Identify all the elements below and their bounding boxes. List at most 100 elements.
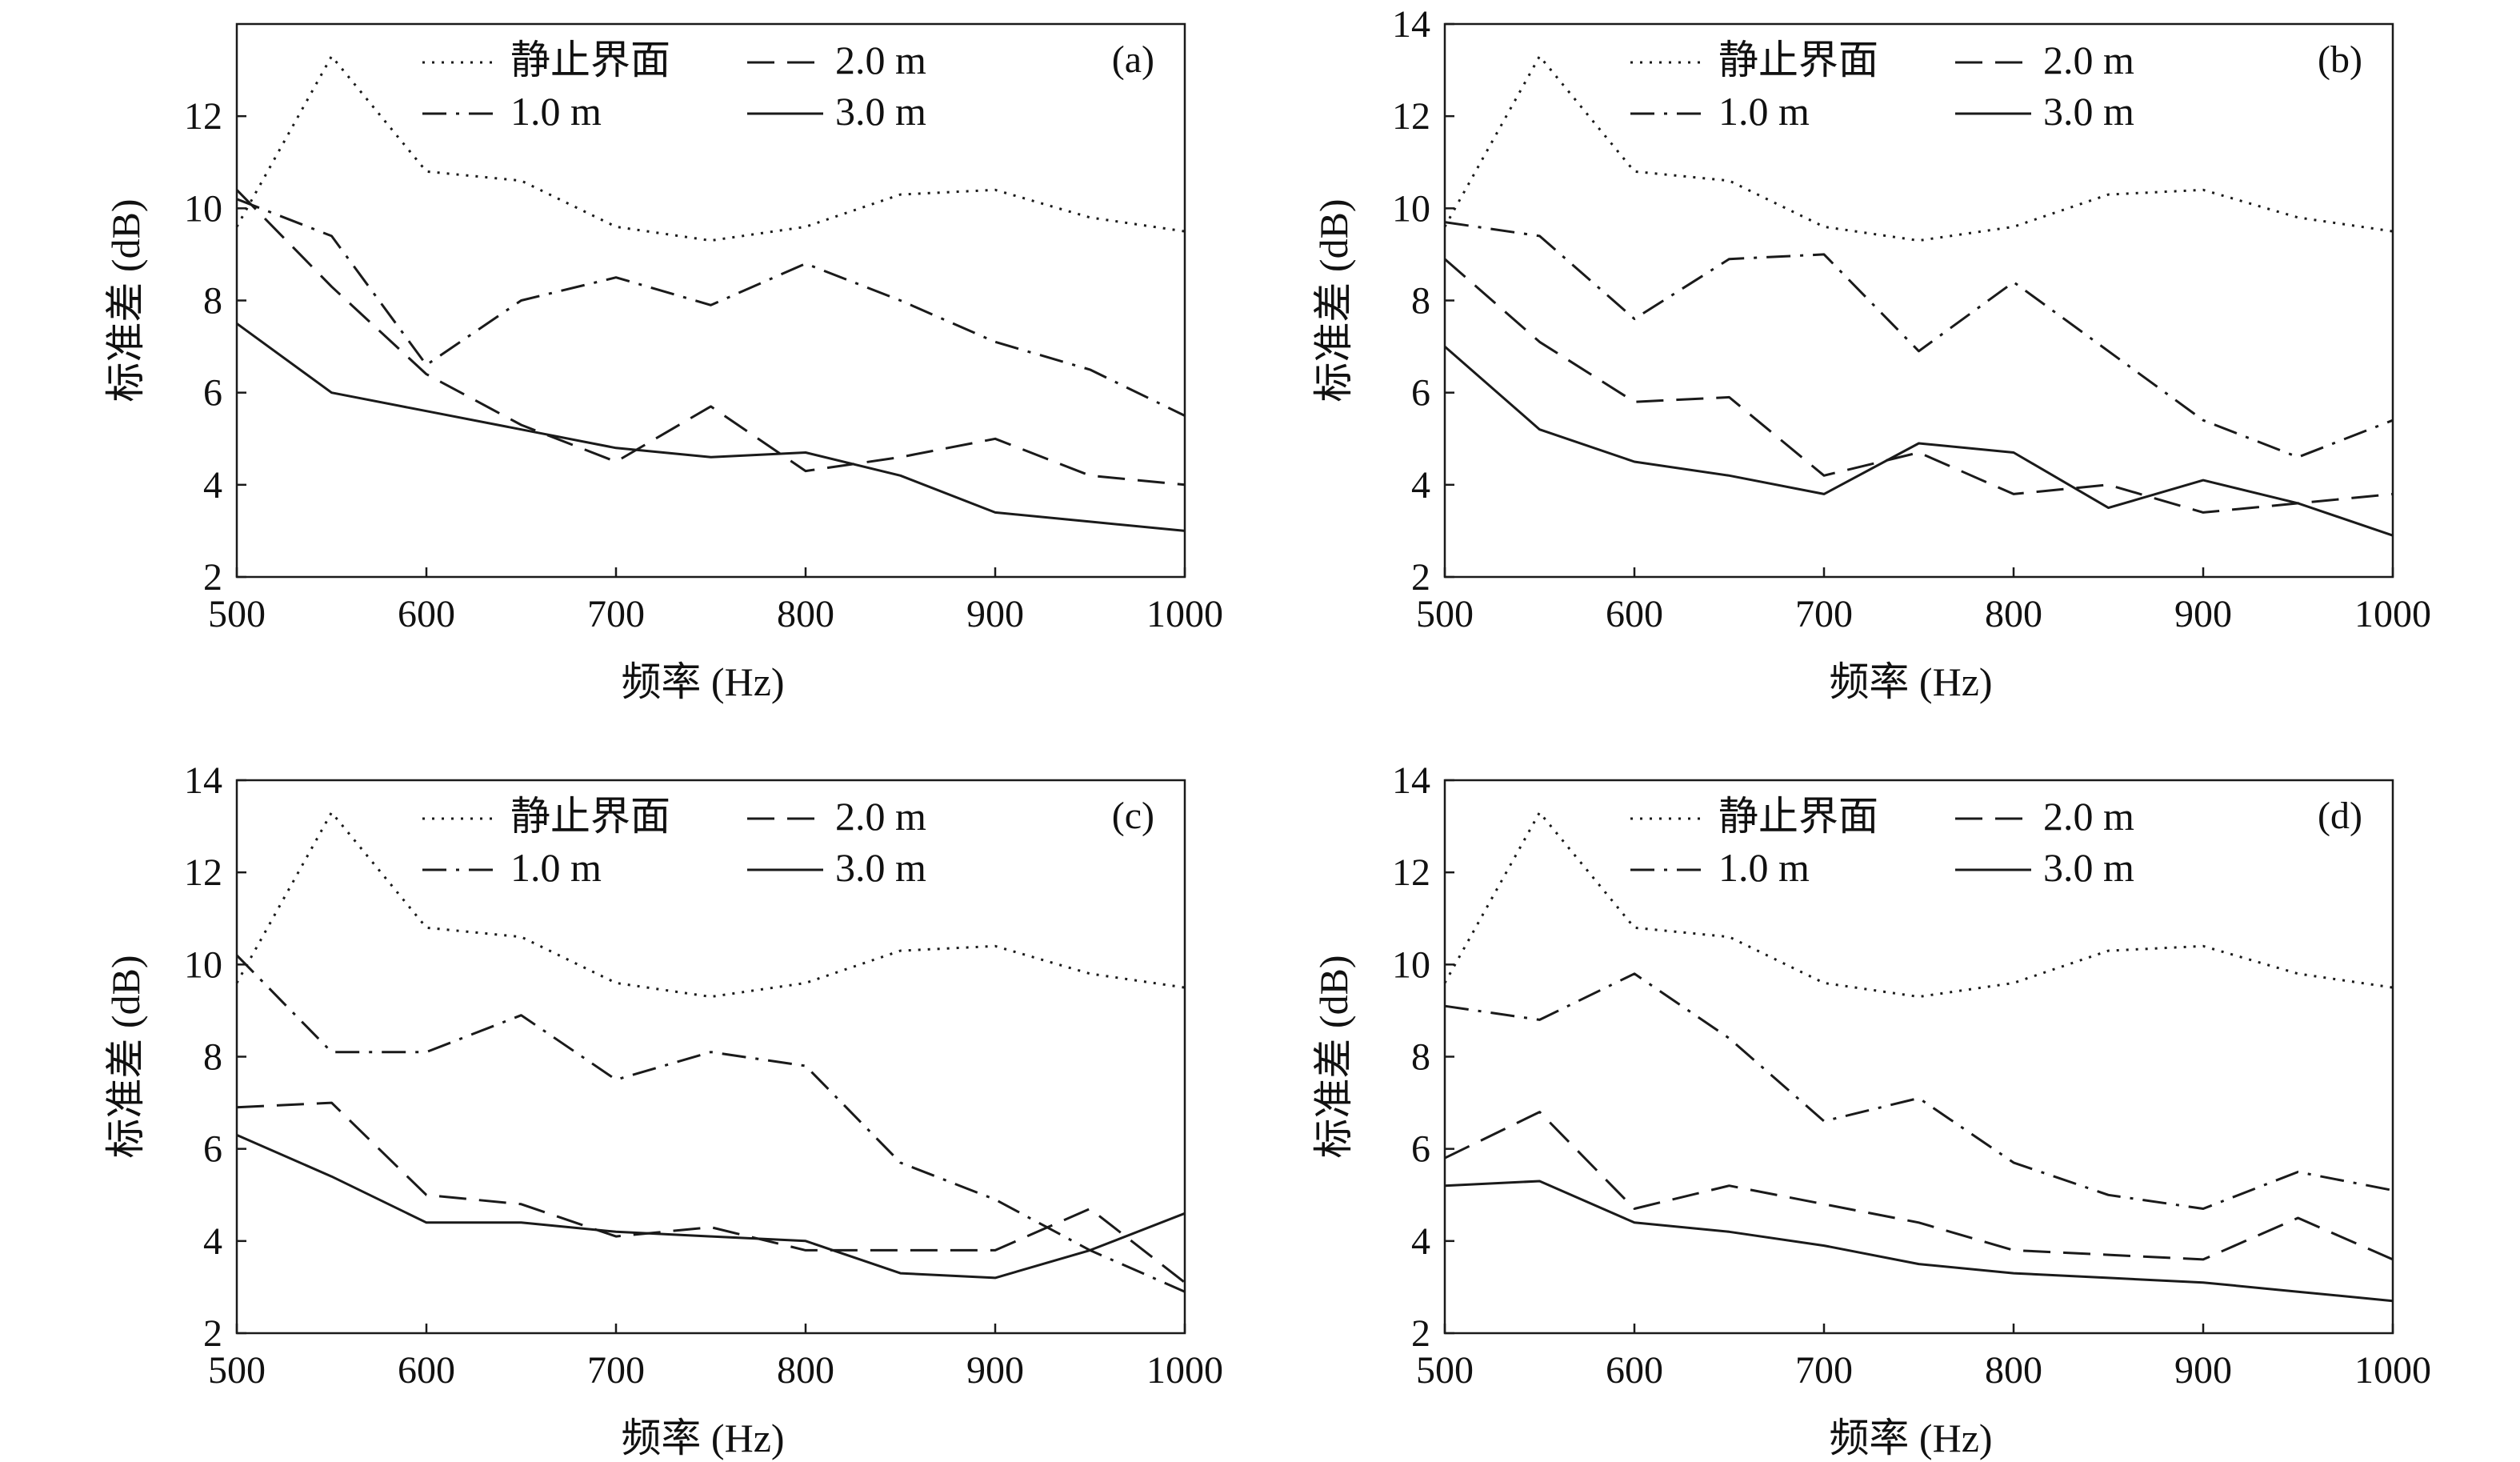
y-axis-label: 标准差 (dB) bbox=[1311, 955, 1356, 1158]
y-tick-label: 6 bbox=[1411, 372, 1430, 415]
y-tick-label: 12 bbox=[1392, 851, 1430, 894]
series-line-dotted bbox=[235, 54, 1186, 242]
panel-label: (a) bbox=[1112, 38, 1154, 81]
x-tick-label: 800 bbox=[1985, 593, 2042, 635]
x-tick-label: 500 bbox=[1416, 1349, 1474, 1392]
y-tick-label: 2 bbox=[203, 1312, 222, 1355]
y-tick-label: 14 bbox=[184, 759, 222, 802]
plot-frame bbox=[235, 22, 1186, 579]
y-tick-label: 14 bbox=[1392, 3, 1430, 46]
legend-label: 1.0 m bbox=[510, 845, 602, 890]
x-tick-label: 900 bbox=[2174, 593, 2232, 635]
panel-b: 500 600 700 800 900 1000 2 4 6 8 10 12 14 频率 (Hz) 标准差 … bbox=[1311, 3, 2431, 704]
y-tick-label: 2 bbox=[203, 556, 222, 599]
panel-label: (c) bbox=[1112, 795, 1154, 837]
x-tick-label: 700 bbox=[1795, 1349, 1853, 1392]
series-line-dotted bbox=[235, 811, 1186, 999]
y-tick-label: 4 bbox=[1411, 464, 1430, 507]
plot-frame bbox=[235, 779, 1186, 1335]
y-tick-label: 10 bbox=[1392, 187, 1430, 230]
series-line-solid bbox=[1444, 345, 2394, 537]
x-tick-label: 600 bbox=[398, 1349, 455, 1392]
y-tick-label: 8 bbox=[1411, 1036, 1430, 1079]
series-line-dotted bbox=[1443, 54, 2394, 242]
y-tick-label: 6 bbox=[203, 372, 222, 415]
x-tick-label: 500 bbox=[1416, 593, 1474, 635]
x-tick-label: 900 bbox=[2174, 1349, 2232, 1392]
series-line-dashed bbox=[1444, 258, 2394, 514]
series-line-dashed bbox=[236, 1101, 1186, 1284]
legend-label: 静止界面 bbox=[1718, 794, 1878, 839]
y-tick-label: 12 bbox=[184, 851, 222, 894]
y-tick-label: 10 bbox=[1392, 943, 1430, 986]
legend-label: 静止界面 bbox=[510, 38, 670, 82]
series-line-solid bbox=[236, 322, 1186, 532]
x-tick-label: 1000 bbox=[2354, 593, 2431, 635]
panel-d: 500 600 700 800 900 1000 2 4 6 8 10 12 14 频率 (Hz) 标准差 … bbox=[1311, 759, 2431, 1460]
legend-label: 3.0 m bbox=[2043, 845, 2134, 890]
y-axis-label: 标准差 (dB) bbox=[103, 955, 148, 1158]
legend-label: 2.0 m bbox=[2043, 794, 2134, 839]
y-axis-label: 标准差 (dB) bbox=[103, 198, 148, 402]
series-line-solid bbox=[1444, 1180, 2394, 1303]
legend-label: 3.0 m bbox=[835, 845, 926, 890]
y-tick-label: 12 bbox=[184, 95, 222, 138]
x-tick-label: 1000 bbox=[2354, 1349, 2431, 1392]
y-tick-label: 8 bbox=[1411, 280, 1430, 322]
y-tick-label: 6 bbox=[203, 1128, 222, 1171]
legend-label: 3.0 m bbox=[2043, 89, 2134, 134]
x-tick-label: 500 bbox=[208, 593, 266, 635]
legend-label: 1.0 m bbox=[510, 89, 602, 134]
y-tick-label: 4 bbox=[1411, 1220, 1430, 1263]
x-tick-label: 800 bbox=[1985, 1349, 2042, 1392]
legend-label: 静止界面 bbox=[1718, 38, 1878, 82]
series-line-dash-dot bbox=[1444, 221, 2394, 459]
legend-label: 3.0 m bbox=[835, 89, 926, 134]
x-tick-label: 800 bbox=[777, 1349, 834, 1392]
series-line-solid bbox=[236, 1134, 1186, 1280]
y-tick-label: 2 bbox=[1411, 1312, 1430, 1355]
y-tick-label: 6 bbox=[1411, 1128, 1430, 1171]
y-tick-label: 10 bbox=[184, 187, 222, 230]
y-tick-label: 4 bbox=[203, 1220, 222, 1263]
y-tick-label: 8 bbox=[203, 280, 222, 322]
legend-label: 2.0 m bbox=[835, 794, 926, 839]
x-tick-label: 1000 bbox=[1146, 593, 1223, 635]
series-line-dash-dot bbox=[235, 954, 1186, 1293]
legend-label: 2.0 m bbox=[835, 38, 926, 82]
x-tick-label: 900 bbox=[966, 1349, 1024, 1392]
x-axis-label: 频率 (Hz) bbox=[621, 659, 784, 704]
legend-label: 1.0 m bbox=[1718, 89, 1810, 134]
y-tick-label: 8 bbox=[203, 1036, 222, 1079]
panel-label: (d) bbox=[2318, 795, 2362, 837]
x-tick-label: 700 bbox=[587, 593, 645, 635]
legend-label: 2.0 m bbox=[2043, 38, 2134, 82]
x-tick-label: 500 bbox=[208, 1349, 266, 1392]
series-line-dashed bbox=[1444, 1111, 2394, 1261]
panel-c: 500 600 700 800 900 1000 2 4 6 8 10 12 14 频率 (Hz) 标准差 … bbox=[103, 759, 1223, 1460]
x-tick-label: 1000 bbox=[1146, 1349, 1223, 1392]
x-tick-label: 700 bbox=[587, 1349, 645, 1392]
series-line-dash-dot bbox=[236, 198, 1186, 417]
x-tick-label: 700 bbox=[1795, 593, 1853, 635]
x-axis-label: 频率 (Hz) bbox=[1829, 1416, 1992, 1460]
x-tick-label: 600 bbox=[1606, 593, 1663, 635]
y-tick-label: 2 bbox=[1411, 556, 1430, 599]
x-tick-label: 900 bbox=[966, 593, 1024, 635]
y-tick-label: 4 bbox=[203, 464, 222, 507]
plot-frame bbox=[1443, 779, 2394, 1335]
y-tick-label: 12 bbox=[1392, 95, 1430, 138]
plot-frame bbox=[1443, 22, 2394, 579]
x-tick-label: 600 bbox=[398, 593, 455, 635]
x-tick-label: 800 bbox=[777, 593, 834, 635]
x-tick-label: 600 bbox=[1606, 1349, 1663, 1392]
legend-label: 静止界面 bbox=[510, 794, 670, 839]
x-axis-label: 频率 (Hz) bbox=[621, 1416, 784, 1460]
y-axis-label: 标准差 (dB) bbox=[1311, 198, 1356, 402]
series-line-dashed bbox=[235, 189, 1186, 487]
y-tick-label: 14 bbox=[1392, 759, 1430, 802]
legend-label: 1.0 m bbox=[1718, 845, 1810, 890]
series-line-dash-dot bbox=[1444, 972, 2394, 1210]
x-axis-label: 频率 (Hz) bbox=[1829, 659, 1992, 704]
